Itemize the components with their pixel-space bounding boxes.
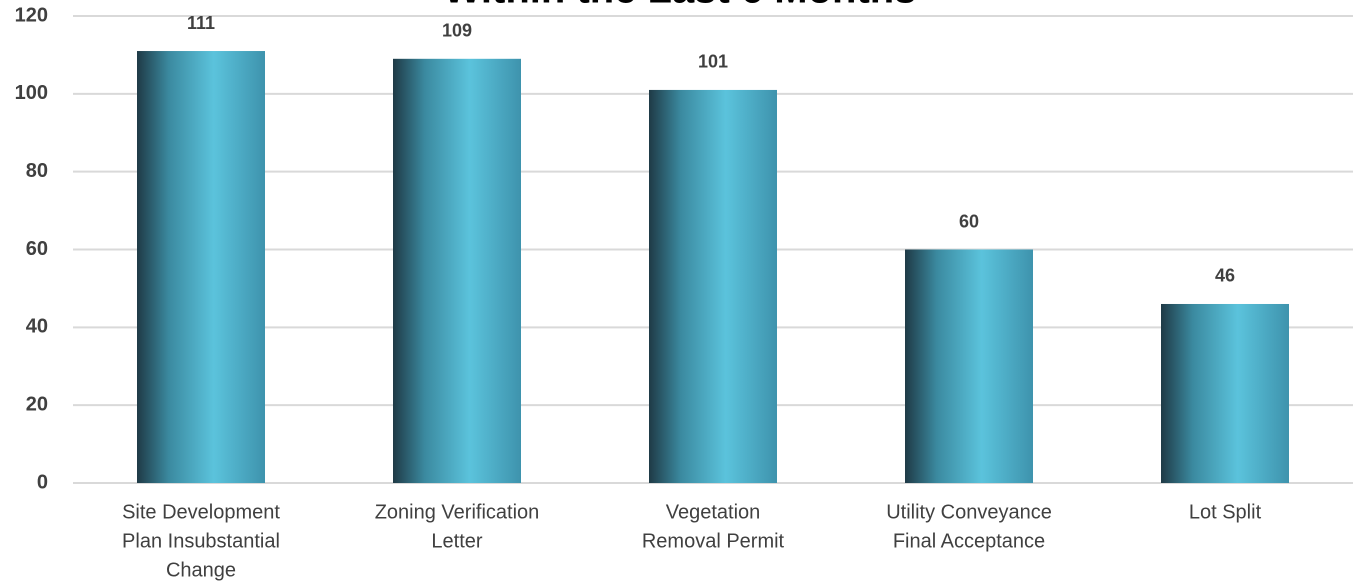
x-tick-label: Vegetation [666, 501, 761, 523]
x-tick-label: Removal Permit [642, 530, 785, 552]
y-tick-label: 100 [15, 82, 48, 104]
bar [1161, 303, 1289, 483]
y-tick-label: 20 [26, 393, 48, 415]
y-tick-label: 60 [26, 238, 48, 260]
x-tick-label: Site Development [122, 501, 280, 523]
x-tick-label: Utility Conveyance [886, 501, 1052, 523]
y-tick-label: 40 [26, 316, 48, 338]
value-label: 101 [698, 52, 728, 72]
bar [905, 249, 1033, 483]
bar [393, 58, 521, 483]
x-tick-label: Letter [431, 530, 482, 552]
y-tick-label: 0 [37, 471, 48, 493]
value-label: 109 [442, 21, 472, 41]
value-label: 111 [187, 13, 215, 33]
x-tick-label: Lot Split [1189, 501, 1262, 523]
x-tick-label: Plan Insubstantial [122, 530, 280, 552]
value-label: 46 [1215, 266, 1235, 286]
y-tick-label: 80 [26, 160, 48, 182]
bar [649, 89, 777, 484]
x-tick-label: Change [166, 559, 236, 581]
x-tick-label: Zoning Verification [375, 501, 540, 523]
value-label: 60 [959, 211, 979, 231]
x-tick-label: Final Acceptance [893, 530, 1045, 552]
bar [137, 51, 265, 484]
y-tick-label: 120 [15, 4, 48, 26]
chart-title: Within the Last 6 Months [444, 0, 917, 12]
